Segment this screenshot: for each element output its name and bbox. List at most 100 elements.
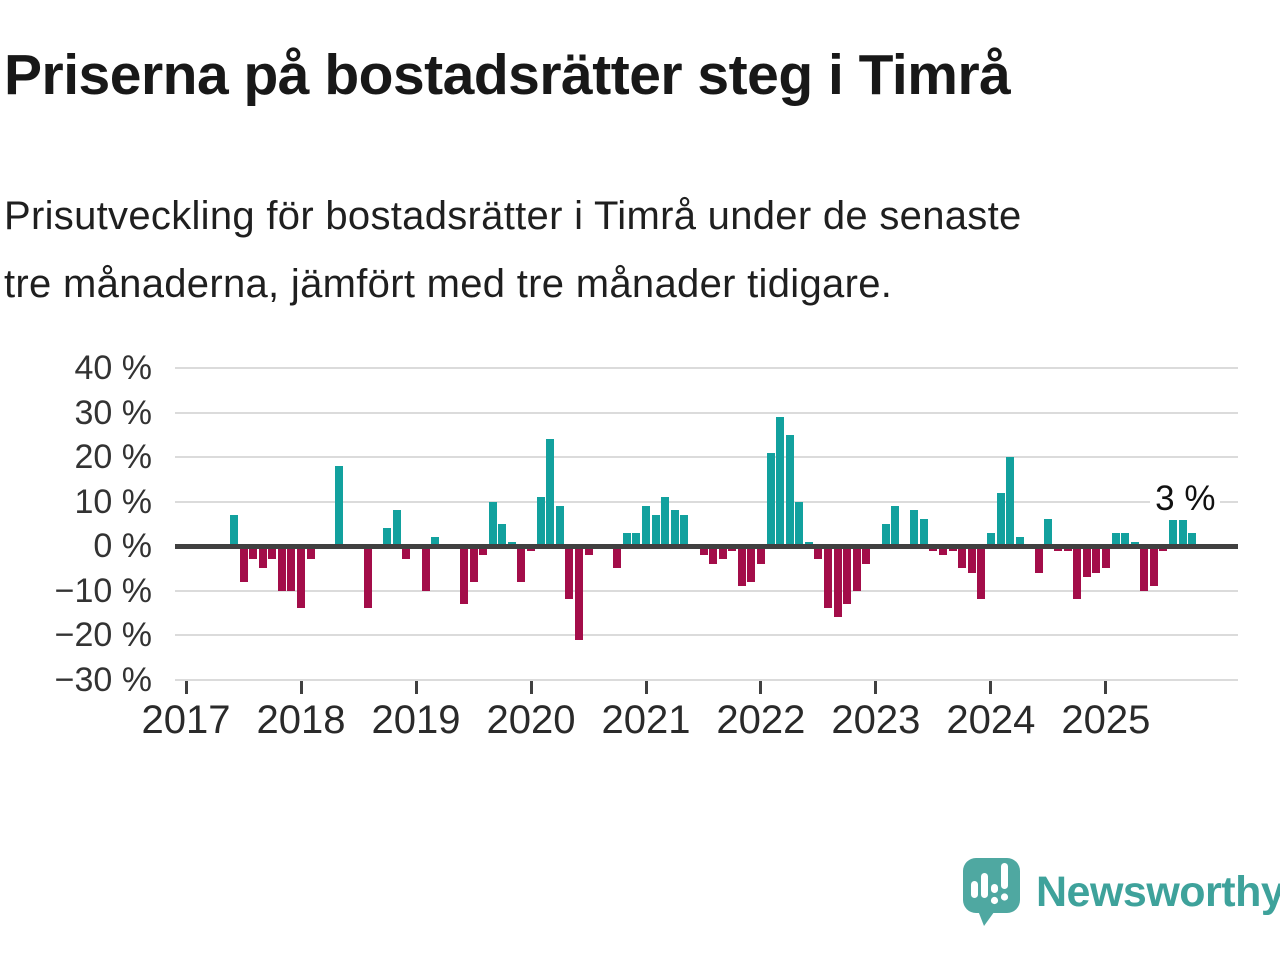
bar-2020-11: [622, 532, 631, 547]
bar-2021-08: [709, 546, 717, 564]
bar-2025-09: [1178, 514, 1187, 547]
bar-2020-03: [546, 439, 555, 546]
y-axis-tick-label: 0 %: [93, 527, 152, 566]
x-axis-tick-2025: [1104, 681, 1108, 694]
bar-2024-07: [1044, 519, 1053, 546]
bar-2025-10: [1188, 532, 1197, 547]
chart-title: Priserna på bostadsrätter steg i Timrå: [4, 43, 1011, 107]
bar-2024-03: [1006, 457, 1015, 546]
bar-2025-05: [1140, 546, 1149, 591]
bar-2025-08: [1169, 519, 1177, 546]
bar-2022-05: [795, 501, 804, 546]
bar-2023-03: [891, 506, 900, 547]
bar-2022-01: [756, 546, 765, 564]
bar-2018-12: [402, 546, 411, 560]
gridline-10: [175, 500, 1238, 503]
x-axis-year-label: 2018: [256, 698, 346, 742]
bar-2021-05: [680, 514, 689, 547]
gridline-30: [175, 411, 1238, 414]
y-axis-tick-label: −30 %: [54, 660, 152, 699]
bar-2024-12: [1092, 546, 1101, 573]
bar-2019-06: [459, 546, 468, 604]
bar-2022-02: [766, 452, 775, 547]
x-axis-year-label: 2019: [371, 698, 461, 742]
x-axis-year-label: 2024: [946, 698, 1036, 742]
bar-2025-03: [1121, 532, 1130, 547]
x-axis-year-label: 2020: [486, 698, 576, 742]
bar-2020-02: [536, 497, 545, 547]
bar-2025-06: [1149, 546, 1158, 587]
bar-2019-12: [517, 546, 526, 582]
bar-2020-04: [555, 506, 564, 547]
chart-subtitle: Prisutveckling för bostadsrätter i Timrå…: [4, 194, 1022, 306]
bar-2020-10: [613, 546, 622, 569]
x-axis-year-label: 2017: [141, 698, 231, 742]
bar-2019-02: [421, 546, 430, 591]
bar-2021-03: [661, 497, 670, 547]
bar-2025-01: [1101, 546, 1110, 569]
last-value-label: 3 %: [1150, 478, 1221, 520]
x-axis-year-label: 2022: [716, 698, 806, 742]
bar-2019-09: [488, 501, 497, 546]
bar-2018-10: [383, 528, 392, 547]
x-axis-year-label: 2021: [601, 698, 691, 742]
x-axis-year-label: 2023: [831, 698, 921, 742]
bar-2017-06: [229, 514, 238, 547]
y-axis-tick-label: 10 %: [74, 482, 153, 521]
gridline--20: [175, 634, 1238, 637]
x-axis-tick-2024: [989, 681, 993, 694]
zero-axis-line: [175, 543, 1238, 549]
x-axis-tick-2020: [529, 681, 533, 694]
x-axis-tick-2023: [874, 681, 878, 694]
bar-2020-06: [574, 546, 583, 640]
bar-2021-01: [642, 506, 650, 547]
x-axis-tick-2019: [414, 681, 418, 694]
bar-2023-08: [939, 546, 947, 555]
bar-2018-05: [335, 465, 344, 546]
bar-2023-06: [919, 519, 928, 546]
bar-2017-08: [249, 546, 258, 560]
bar-2019-03: [431, 537, 440, 547]
bar-2022-10: [843, 546, 852, 604]
y-axis-tick-label: 40 %: [74, 349, 153, 387]
gridline-40: [175, 367, 1238, 369]
bar-2022-07: [814, 546, 823, 560]
bar-2017-12: [287, 546, 296, 591]
bar-2022-11: [852, 546, 861, 591]
x-axis-tick-2021: [644, 681, 648, 694]
y-axis-tick-label: 20 %: [74, 438, 153, 477]
bar-2017-09: [258, 546, 267, 569]
bar-2019-08: [479, 546, 488, 555]
bar-2024-11: [1082, 546, 1091, 578]
bar-2021-02: [651, 514, 660, 547]
y-axis-tick-label: −20 %: [54, 616, 152, 655]
gridline--30: [175, 678, 1238, 681]
bar-2021-09: [718, 546, 727, 560]
bar-2018-08: [364, 546, 373, 609]
newsworthy-wordmark: Newsworthy: [1036, 867, 1280, 916]
gridline-20: [175, 456, 1238, 459]
bar-2022-04: [785, 434, 794, 547]
bar-2018-02: [306, 546, 315, 560]
bar-2021-04: [670, 510, 679, 546]
bar-2022-03: [776, 417, 785, 547]
bar-2024-10: [1073, 546, 1082, 600]
bar-2023-12: [977, 546, 986, 600]
bar-2020-12: [632, 532, 641, 547]
newsworthy-brand: Newsworthy: [961, 856, 1280, 928]
x-axis-tick-2022: [759, 681, 763, 694]
bar-2023-10: [958, 546, 967, 569]
newsworthy-logo-icon: [963, 858, 1020, 926]
bar-2018-11: [392, 510, 401, 546]
bar-2024-06: [1034, 546, 1043, 573]
bar-2022-09: [833, 546, 842, 618]
y-axis-tick-label: −10 %: [54, 571, 152, 610]
bar-2017-07: [239, 546, 248, 582]
bar-2020-07: [584, 546, 593, 555]
bar-2024-02: [996, 492, 1005, 546]
x-axis-tick-2017: [184, 681, 188, 694]
bar-2019-10: [498, 523, 507, 547]
bar-2024-01: [986, 532, 995, 547]
